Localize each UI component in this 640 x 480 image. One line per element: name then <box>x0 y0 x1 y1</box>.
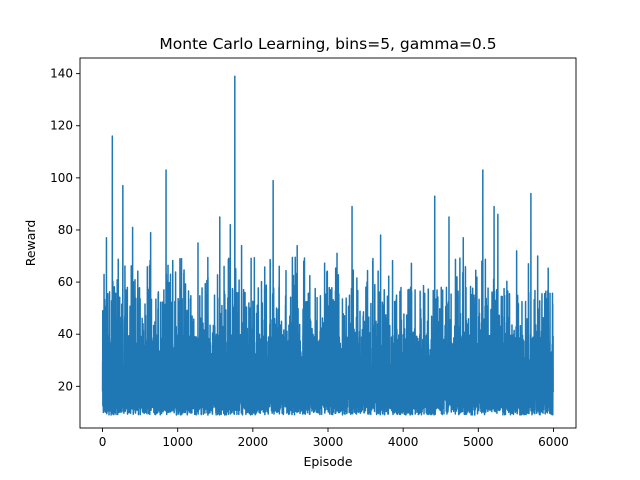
chart-title: Monte Carlo Learning, bins=5, gamma=0.5 <box>159 35 496 53</box>
x-axis-ticks: 0 1000 2000 3000 4000 5000 6000 <box>99 428 569 449</box>
y-tick-label: 100 <box>50 171 73 185</box>
x-tick-label: 2000 <box>238 435 269 449</box>
y-tick-label: 20 <box>58 379 73 393</box>
y-axis-ticks: 20 40 60 80 100 120 140 <box>50 67 80 393</box>
plot-area <box>79 57 577 429</box>
series-line <box>101 75 555 416</box>
y-tick-label: 80 <box>58 223 73 237</box>
x-tick-label: 1000 <box>162 435 193 449</box>
y-tick-label: 120 <box>50 119 73 133</box>
x-tick-label: 0 <box>99 435 107 449</box>
x-tick-label: 3000 <box>313 435 344 449</box>
x-tick-label: 5000 <box>463 435 494 449</box>
x-axis-label: Episode <box>303 454 352 469</box>
y-tick-label: 40 <box>58 327 73 341</box>
x-tick-label: 6000 <box>538 435 569 449</box>
x-tick-label: 4000 <box>388 435 419 449</box>
y-axis-label: Reward <box>23 220 38 267</box>
y-tick-label: 60 <box>58 275 73 289</box>
y-tick-label: 140 <box>50 67 73 81</box>
